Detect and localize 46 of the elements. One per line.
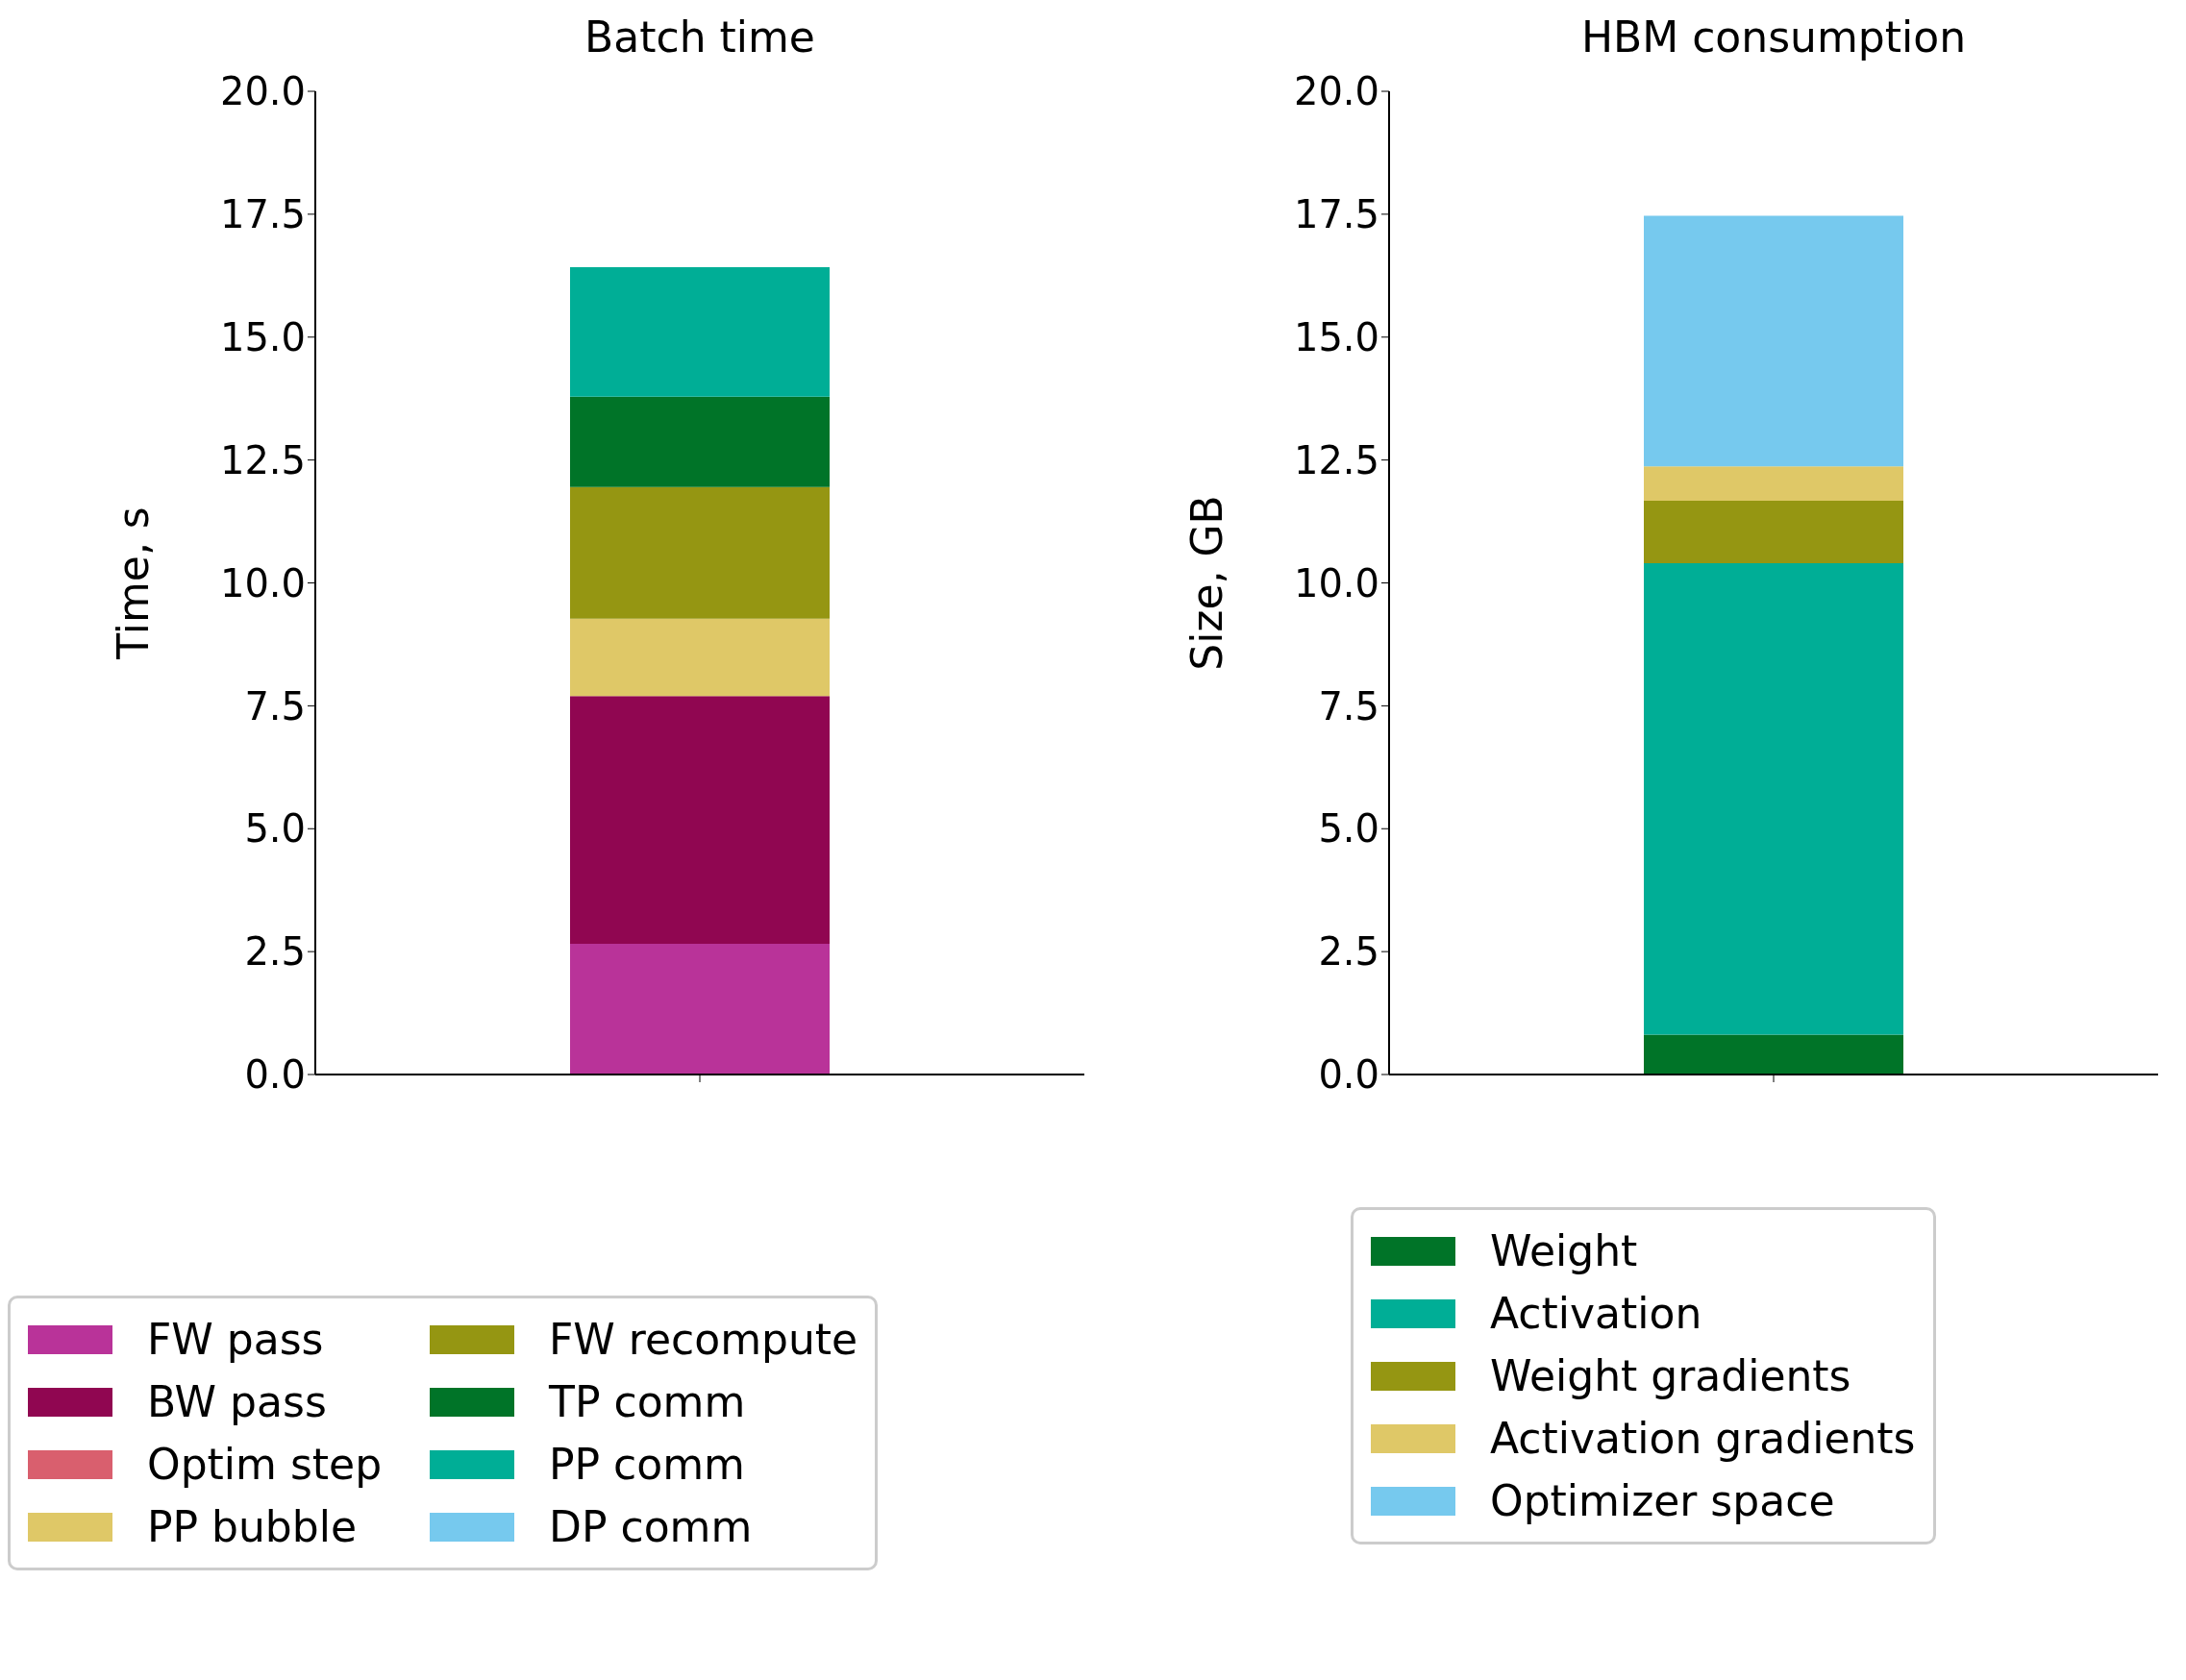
y-tick-label: 5.0 — [1318, 806, 1379, 852]
y-tick-label: 20.0 — [1293, 69, 1379, 114]
legend-label: Activation gradients — [1490, 1414, 1916, 1463]
legend-label: Activation — [1490, 1289, 1702, 1338]
legend-label: PP comm — [549, 1440, 745, 1489]
y-tick-label: 10.0 — [219, 560, 306, 605]
y-tick-label: 2.5 — [1318, 929, 1379, 975]
y-tick-label: 2.5 — [244, 929, 306, 975]
y-tick-label: 10.0 — [1293, 560, 1379, 605]
y-tick-label: 20.0 — [219, 69, 306, 114]
y-axis-title: Time, s — [108, 506, 158, 660]
legend-label: Weight — [1490, 1226, 1638, 1275]
legend-label: Optim step — [147, 1440, 383, 1489]
bar — [570, 696, 830, 944]
bar — [1644, 466, 1903, 502]
y-tick-label: 15.0 — [219, 314, 306, 359]
bar — [570, 943, 830, 1075]
bar — [1644, 215, 1903, 467]
y-tick-label: 7.5 — [1318, 683, 1379, 729]
bar — [570, 396, 830, 487]
y-tick-label: 0.0 — [1318, 1052, 1379, 1098]
legend-label: DP comm — [549, 1502, 753, 1551]
y-tick-label: 15.0 — [1293, 314, 1379, 359]
legend-label: Weight gradients — [1490, 1351, 1851, 1400]
legend-label: PP bubble — [147, 1502, 358, 1551]
bar — [1644, 501, 1903, 564]
legend-label: FW recompute — [549, 1315, 858, 1364]
y-tick-label: 17.5 — [219, 192, 306, 237]
legend-label: TP comm — [549, 1377, 746, 1426]
bar — [570, 267, 830, 397]
y-tick-label: 5.0 — [244, 806, 306, 852]
legend-label: BW pass — [147, 1377, 327, 1426]
bar — [1644, 1034, 1903, 1075]
bar — [570, 618, 830, 697]
chart-title: HBM consumption — [1579, 12, 1968, 62]
y-tick-label: 12.5 — [1293, 437, 1379, 482]
y-tick-label: 17.5 — [1293, 192, 1379, 237]
y-axis-title: Size, GB — [1181, 495, 1231, 671]
bar — [570, 486, 830, 619]
legend-label: FW pass — [147, 1315, 324, 1364]
legend-label: Optimizer space — [1490, 1476, 1835, 1525]
bar — [1644, 563, 1903, 1035]
y-tick-label: 12.5 — [219, 437, 306, 482]
chart-title: Batch time — [584, 12, 816, 62]
y-tick-label: 0.0 — [244, 1052, 306, 1098]
y-tick-label: 7.5 — [244, 683, 306, 729]
